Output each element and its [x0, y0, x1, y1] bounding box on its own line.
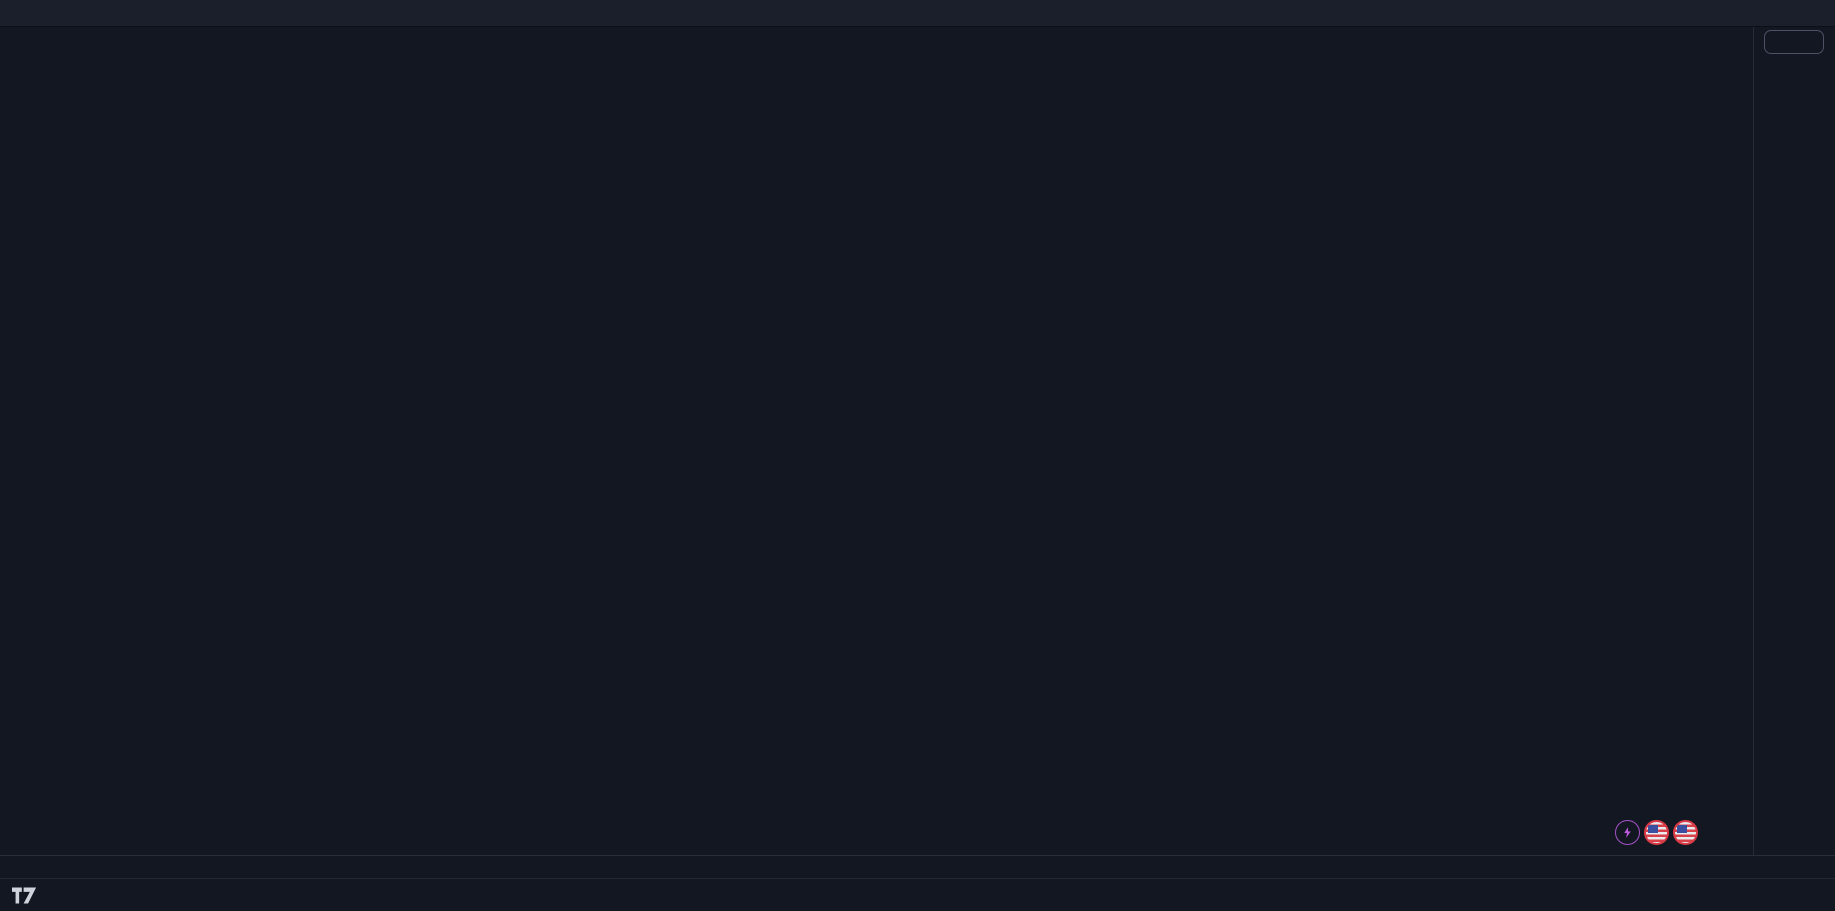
currency-usdt-button[interactable]: [1764, 30, 1824, 54]
us-flag-events-icon-2[interactable]: [1673, 820, 1698, 845]
chart-legend[interactable]: [47, 37, 55, 54]
time-axis[interactable]: [0, 855, 1835, 879]
tradingview-watermark[interactable]: [0, 879, 192, 904]
publish-bar: [0, 0, 1835, 27]
tradingview-logo-icon: [12, 887, 37, 904]
lightning-events-icon[interactable]: [1615, 820, 1640, 845]
price-axis[interactable]: [1753, 27, 1835, 855]
flag-canton: [1648, 825, 1658, 833]
us-flag-events-icon[interactable]: [1644, 820, 1669, 845]
event-icons: [1615, 820, 1698, 845]
bottom-bar: [0, 878, 1835, 911]
flag-canton: [1677, 825, 1687, 833]
lightning-bolt-glyph: [1624, 827, 1631, 838]
